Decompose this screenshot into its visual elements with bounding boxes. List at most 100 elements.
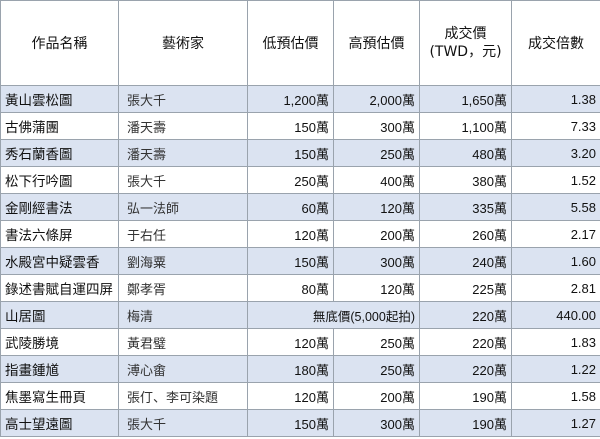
table-row: 水殿宮中疑雲香 劉海粟 150萬 300萬 240萬 1.60	[0, 247, 600, 275]
price-multiple: 1.83	[511, 328, 600, 356]
low-estimate: 250萬	[247, 166, 334, 194]
low-estimate: 150萬	[247, 247, 334, 275]
low-estimate: 80萬	[247, 274, 334, 302]
high-estimate: 200萬	[333, 220, 420, 248]
price-multiple: 440.00	[511, 301, 600, 329]
hammer-price: 220萬	[419, 301, 512, 329]
table-row: 秀石蘭香圖 潘天壽 150萬 250萬 480萬 3.20	[0, 139, 600, 167]
artwork-name: 秀石蘭香圖	[0, 139, 119, 167]
artwork-name: 武陵勝境	[0, 328, 119, 356]
header-high-estimate: 高預估價	[333, 0, 420, 86]
price-multiple: 1.52	[511, 166, 600, 194]
hammer-price: 220萬	[419, 355, 512, 383]
table-row: 高士望遠圖 張大千 150萬 300萬 190萬 1.27	[0, 409, 600, 437]
price-multiple: 5.58	[511, 193, 600, 221]
header-hammer-price-label: 成交價	[444, 26, 487, 42]
high-estimate: 300萬	[333, 112, 420, 140]
low-estimate: 120萬	[247, 220, 334, 248]
header-row: 作品名稱 藝術家 低預估價 高預估價 成交價 (TWD，元) 成交倍數	[0, 0, 600, 86]
hammer-price: 240萬	[419, 247, 512, 275]
artwork-name: 黃山雲松圖	[0, 85, 119, 113]
high-estimate: 300萬	[333, 247, 420, 275]
table-row: 金剛經書法 弘一法師 60萬 120萬 335萬 5.58	[0, 193, 600, 221]
artwork-name: 錄述書賦自運四屏	[0, 274, 119, 302]
artist-name: 張大千	[118, 85, 248, 113]
artist-name: 梅清	[118, 301, 248, 329]
high-estimate: 120萬	[333, 274, 420, 302]
high-estimate: 250萬	[333, 139, 420, 167]
price-multiple: 7.33	[511, 112, 600, 140]
price-multiple: 3.20	[511, 139, 600, 167]
table-row: 古佛蒲團 潘天壽 150萬 300萬 1,100萬 7.33	[0, 112, 600, 140]
high-estimate: 200萬	[333, 382, 420, 410]
high-estimate: 400萬	[333, 166, 420, 194]
header-price-multiple: 成交倍數	[511, 0, 600, 86]
artist-name: 潘天壽	[118, 139, 248, 167]
header-hammer-price: 成交價 (TWD，元)	[419, 0, 512, 86]
table-row: 武陵勝境 黃君璧 120萬 250萬 220萬 1.83	[0, 328, 600, 356]
estimate-merged: 無底價(5,000起拍)	[247, 301, 420, 329]
artist-name: 張大千	[118, 409, 248, 437]
artist-name: 張仃、李可染題	[118, 382, 248, 410]
price-multiple: 1.22	[511, 355, 600, 383]
price-multiple: 1.60	[511, 247, 600, 275]
table-row: 焦墨寫生冊頁 張仃、李可染題 120萬 200萬 190萬 1.58	[0, 382, 600, 410]
artist-name: 張大千	[118, 166, 248, 194]
artist-name: 弘一法師	[118, 193, 248, 221]
header-low-estimate: 低預估價	[247, 0, 334, 86]
header-hammer-price-unit: (TWD，元)	[429, 44, 502, 60]
hammer-price: 480萬	[419, 139, 512, 167]
low-estimate: 60萬	[247, 193, 334, 221]
artwork-name: 高士望遠圖	[0, 409, 119, 437]
artwork-name: 金剛經書法	[0, 193, 119, 221]
low-estimate: 120萬	[247, 328, 334, 356]
artwork-name: 山居圖	[0, 301, 119, 329]
high-estimate: 2,000萬	[333, 85, 420, 113]
price-multiple: 2.17	[511, 220, 600, 248]
high-estimate: 250萬	[333, 355, 420, 383]
artist-name: 黃君璧	[118, 328, 248, 356]
high-estimate: 120萬	[333, 193, 420, 221]
hammer-price: 190萬	[419, 382, 512, 410]
hammer-price: 260萬	[419, 220, 512, 248]
hammer-price: 190萬	[419, 409, 512, 437]
table-row: 書法六條屏 于右任 120萬 200萬 260萬 2.17	[0, 220, 600, 248]
low-estimate: 120萬	[247, 382, 334, 410]
table-row: 指畫鍾馗 溥心畬 180萬 250萬 220萬 1.22	[0, 355, 600, 383]
header-artist: 藝術家	[118, 0, 248, 86]
artwork-name: 松下行吟圖	[0, 166, 119, 194]
artist-name: 劉海粟	[118, 247, 248, 275]
artwork-name: 書法六條屏	[0, 220, 119, 248]
high-estimate: 250萬	[333, 328, 420, 356]
artist-name: 潘天壽	[118, 112, 248, 140]
artist-name: 鄭孝胥	[118, 274, 248, 302]
price-multiple: 1.58	[511, 382, 600, 410]
hammer-price: 335萬	[419, 193, 512, 221]
hammer-price: 1,100萬	[419, 112, 512, 140]
table-row: 錄述書賦自運四屏 鄭孝胥 80萬 120萬 225萬 2.81	[0, 274, 600, 302]
artist-name: 溥心畬	[118, 355, 248, 383]
table-row: 松下行吟圖 張大千 250萬 400萬 380萬 1.52	[0, 166, 600, 194]
artwork-name: 指畫鍾馗	[0, 355, 119, 383]
low-estimate: 150萬	[247, 409, 334, 437]
price-multiple: 1.27	[511, 409, 600, 437]
hammer-price: 1,650萬	[419, 85, 512, 113]
hammer-price: 380萬	[419, 166, 512, 194]
hammer-price: 220萬	[419, 328, 512, 356]
table-row: 黃山雲松圖 張大千 1,200萬 2,000萬 1,650萬 1.38	[0, 85, 600, 113]
low-estimate: 1,200萬	[247, 85, 334, 113]
hammer-price: 225萬	[419, 274, 512, 302]
artwork-name: 焦墨寫生冊頁	[0, 382, 119, 410]
artwork-name: 水殿宮中疑雲香	[0, 247, 119, 275]
price-multiple: 1.38	[511, 85, 600, 113]
header-artwork-name: 作品名稱	[0, 0, 119, 86]
high-estimate: 300萬	[333, 409, 420, 437]
low-estimate: 150萬	[247, 139, 334, 167]
price-multiple: 2.81	[511, 274, 600, 302]
artist-name: 于右任	[118, 220, 248, 248]
low-estimate: 180萬	[247, 355, 334, 383]
artwork-name: 古佛蒲團	[0, 112, 119, 140]
low-estimate: 150萬	[247, 112, 334, 140]
table-row: 山居圖 梅清 無底價(5,000起拍) 220萬 440.00	[0, 301, 600, 329]
